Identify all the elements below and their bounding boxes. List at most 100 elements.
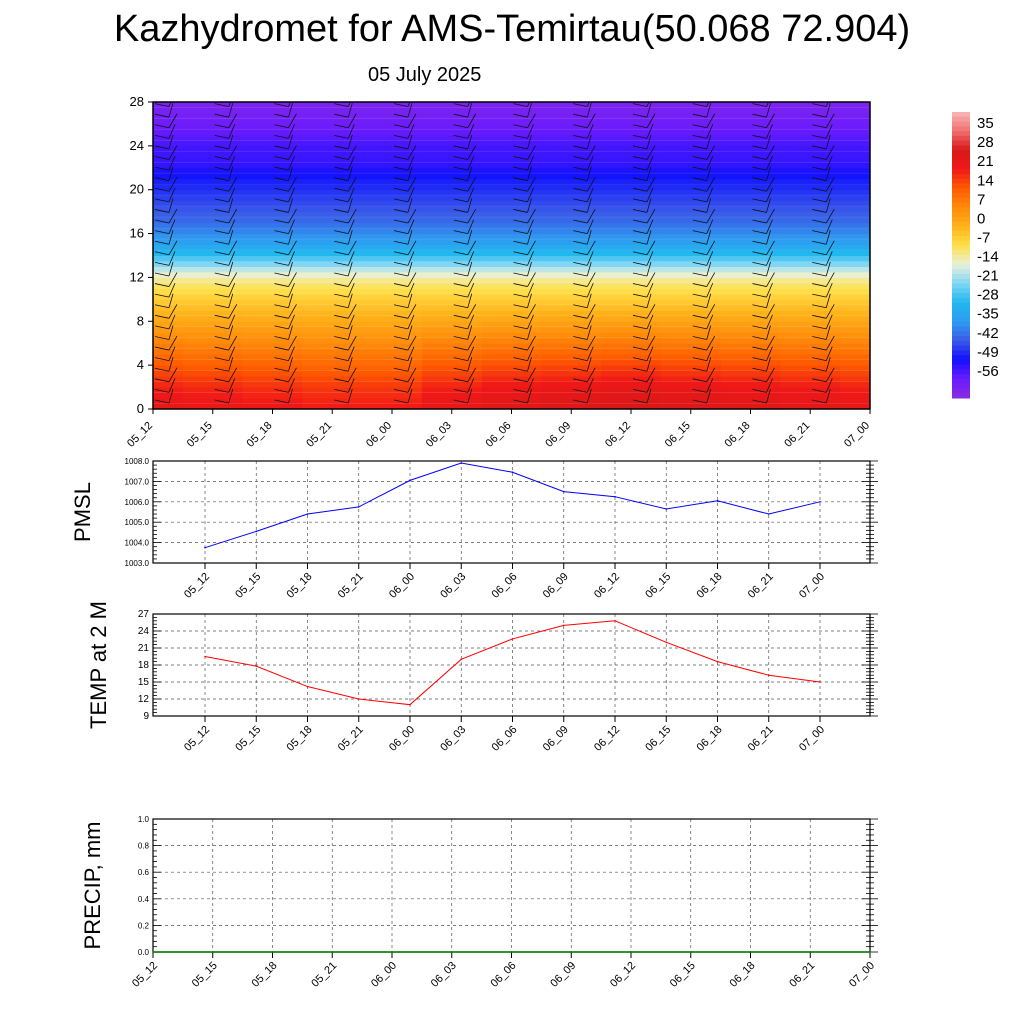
heatmap-cell: [242, 244, 303, 251]
heatmap-cell: [780, 117, 841, 125]
heatmap-cell: [302, 359, 363, 366]
heatmap-cell: [182, 348, 244, 355]
y-tick-label: 18: [138, 660, 150, 671]
wind-barb-staff: [527, 145, 536, 160]
heatmap-cell: [242, 287, 303, 295]
wind-barb-flag: [573, 304, 588, 309]
wind-barb-flag: [752, 325, 767, 330]
x-tick-label: 06_03: [438, 724, 468, 754]
heatmap-cell: [780, 364, 841, 372]
wind-barb-flag: [274, 272, 289, 277]
colorbar-fine-swatch: [952, 150, 970, 156]
wind-barb-flag: [393, 177, 409, 182]
heatmap-cell: [481, 320, 542, 328]
heatmap-cell: [242, 337, 303, 344]
wind-barb-flag: [334, 272, 349, 277]
heatmap-cell: [720, 102, 781, 108]
series-point: [204, 655, 206, 658]
heatmap-cell: [780, 189, 841, 196]
heatmap-cell: [362, 178, 423, 185]
wind-barb-staff: [228, 113, 238, 128]
wind-barb-flag: [393, 124, 409, 129]
heatmap-cell: [660, 167, 722, 174]
heatmap-cell: [601, 353, 662, 361]
wind-barb-flag: [812, 166, 827, 171]
wind-barb-staff: [706, 124, 714, 139]
wind-barb-staff: [407, 251, 415, 266]
wind-barb-staff: [288, 103, 293, 118]
heatmap-cell: [840, 106, 870, 114]
heatmap-cell: [421, 337, 483, 344]
wind-barb-flag: [214, 103, 229, 107]
heatmap-cell: [840, 156, 870, 163]
wind-barb-flag: [214, 378, 229, 383]
wind-barb-flag: [453, 336, 468, 340]
wind-barb-staff: [646, 102, 650, 107]
wind-barb-staff: [527, 282, 534, 298]
wind-barb-flag: [453, 325, 468, 330]
wind-barb-flag: [334, 389, 349, 393]
wind-barb-flag: [453, 103, 468, 107]
heatmap-cell: [421, 271, 483, 278]
x-tick-label: 05_12: [182, 724, 212, 754]
heatmap-cell: [242, 276, 303, 284]
heatmap-cell: [601, 112, 662, 119]
wind-barb-staff: [886, 336, 894, 350]
wind-barb-flag: [872, 209, 886, 212]
heatmap-cell: [601, 139, 662, 147]
wind-barb-staff: [706, 261, 712, 277]
wind-barb-staff: [467, 219, 475, 234]
wind-barb-staff: [407, 198, 413, 213]
heatmap-cell: [601, 178, 662, 185]
heatmap-cell: [362, 123, 423, 130]
heatmap-x-tick-label: 07_00: [842, 420, 872, 450]
heatmap-cell: [601, 161, 662, 169]
heatmap-cell: [660, 255, 722, 262]
heatmap-cell: [840, 403, 870, 409]
heatmap-cell: [780, 172, 841, 180]
wind-barb-flag: [453, 166, 468, 171]
heatmap-cell: [601, 183, 662, 191]
heatmap-cell: [541, 397, 602, 405]
heatmap-cell: [840, 194, 870, 202]
wind-barb-flag: [393, 251, 409, 256]
wind-barb-staff: [407, 314, 415, 330]
heatmap-cell: [720, 244, 781, 251]
heatmap-cell: [541, 359, 602, 366]
wind-barb-flag: [692, 346, 707, 351]
heatmap-cell: [362, 342, 423, 350]
wind-barb-flag: [214, 156, 229, 160]
wind-barb-staff: [886, 357, 890, 371]
heatmap-cell: [421, 189, 483, 196]
heatmap-cell: [601, 211, 662, 218]
series-point: [819, 681, 821, 683]
colorbar-fine-swatch: [952, 231, 970, 237]
heatmap-cell: [362, 233, 423, 240]
heatmap-cell: [720, 375, 781, 383]
wind-barb-staff: [168, 145, 178, 160]
wind-barb-flag: [513, 357, 528, 362]
heatmap-cell: [660, 211, 722, 218]
series-point: [819, 501, 821, 503]
heatmap-cell: [720, 150, 781, 158]
heatmap-cell: [421, 397, 483, 405]
heatmap-cell: [242, 353, 303, 361]
wind-barb-staff: [766, 304, 775, 319]
heatmap-cell: [242, 128, 303, 136]
wind-barb-staff: [766, 124, 773, 139]
heatmap-cell: [840, 161, 870, 169]
heatmap-cell: [242, 222, 303, 229]
wind-barb-staff: [646, 145, 656, 160]
wind-barb-flag: [274, 314, 289, 319]
colorbar-fine-swatch: [952, 169, 970, 175]
wind-barb-staff: [288, 388, 293, 404]
wind-barb-staff: [527, 102, 530, 107]
wind-barb-staff: [825, 272, 835, 287]
heatmap-cell: [780, 200, 841, 207]
wind-barb-staff: [228, 240, 238, 255]
wind-barb-staff: [766, 230, 771, 245]
wind-barb-flag: [812, 209, 827, 213]
heatmap-cell: [601, 194, 662, 202]
wind-barb-flag: [214, 272, 229, 277]
